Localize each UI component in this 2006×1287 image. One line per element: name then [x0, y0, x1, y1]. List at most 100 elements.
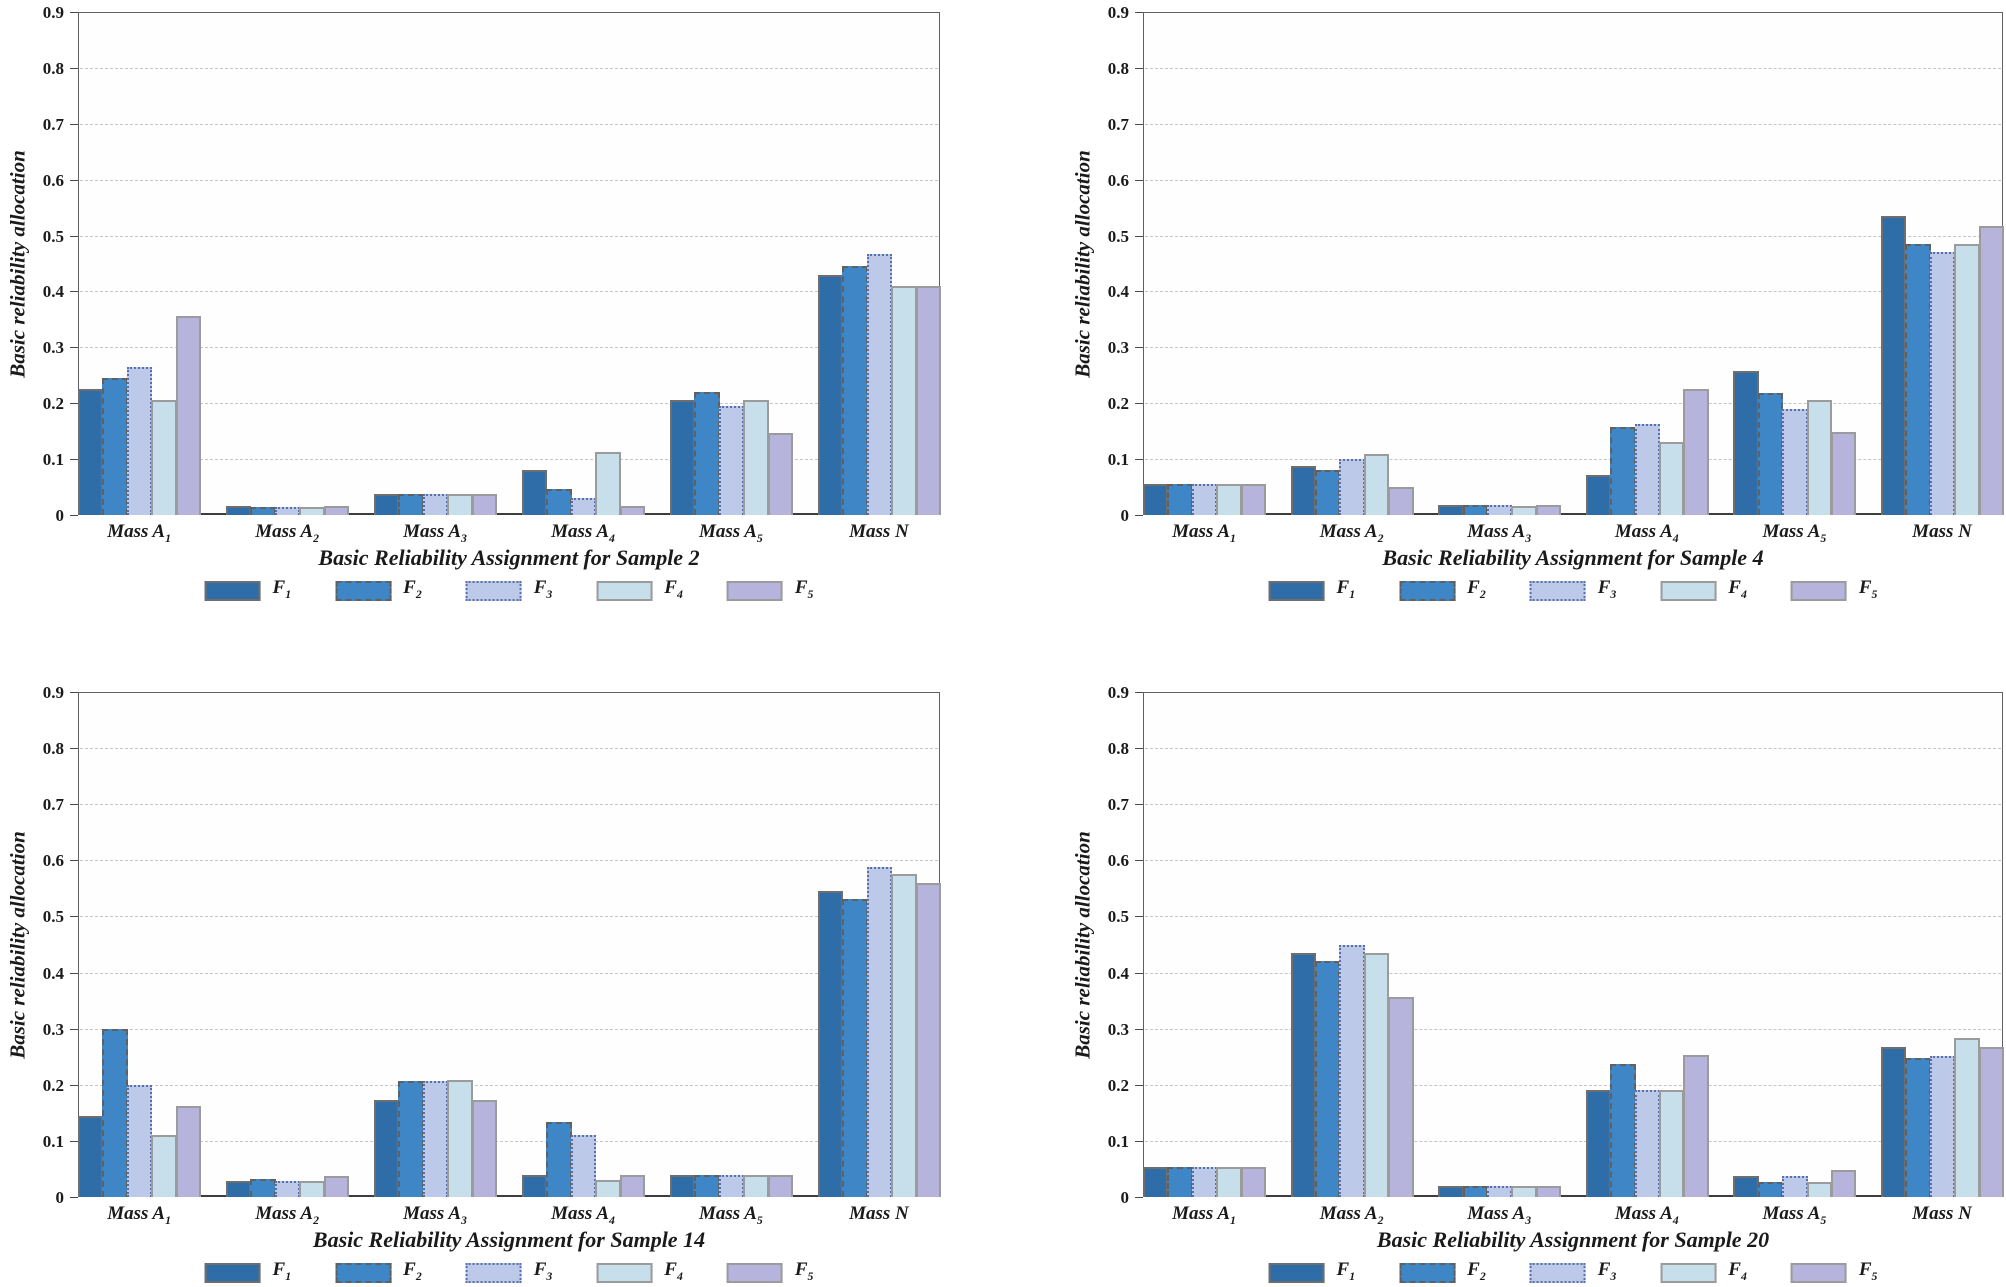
- x-category-label: Mass A1: [1172, 521, 1236, 545]
- gridline: [80, 235, 938, 237]
- legend-label-f4: F4: [1728, 1259, 1747, 1283]
- x-category-label: Mass N: [1912, 521, 1972, 542]
- gridline: [1145, 804, 2001, 806]
- bar-f5-4: [619, 506, 646, 515]
- legend-item-f4: F4: [1660, 578, 1747, 605]
- bar-f5-6: [1978, 226, 2004, 515]
- y-tick-mark: [1135, 123, 1143, 125]
- x-category-label: Mass A4: [551, 1203, 615, 1227]
- bar-f5-3: [1535, 504, 1562, 515]
- y-tick-mark: [70, 67, 78, 69]
- gridline: [1145, 347, 2001, 349]
- x-category-label: Mass A2: [255, 1203, 319, 1227]
- bar-f2-4: [546, 1122, 572, 1197]
- bar-f1-2: [1290, 465, 1316, 515]
- y-tick-label: 0.7: [1107, 795, 1129, 815]
- y-tick-mark: [1135, 459, 1143, 461]
- legend-swatch-f4: [596, 1263, 653, 1284]
- bar-f3-3: [1487, 1185, 1513, 1197]
- gridline: [1145, 459, 2001, 461]
- y-tick-mark: [70, 1084, 78, 1086]
- y-tick-label: 0.9: [1107, 3, 1129, 22]
- gridline: [1145, 179, 2001, 181]
- x-category-label: Mass N: [1912, 1203, 1972, 1224]
- bar-f1-6: [817, 274, 844, 515]
- bar-f3-1: [1191, 484, 1218, 515]
- y-tick-mark: [70, 860, 78, 862]
- y-tick-label: 0.4: [42, 963, 64, 983]
- bar-f4-3: [447, 1080, 473, 1197]
- gridline: [1145, 748, 2001, 750]
- bar-f2-4: [546, 488, 572, 515]
- bar-f1-2: [225, 1181, 252, 1197]
- legend-swatch-f3: [465, 581, 522, 602]
- legend-label-f2: F2: [403, 1259, 422, 1283]
- x-category-label: Mass A2: [1319, 521, 1384, 545]
- y-tick-mark: [1135, 179, 1143, 181]
- y-tick-label: 0.9: [42, 683, 64, 702]
- legend-swatch-f1: [204, 581, 261, 602]
- bar-f5-3: [471, 493, 498, 515]
- bar-f1-4: [521, 470, 548, 515]
- bar-f1-5: [669, 1174, 696, 1197]
- y-tick-mark: [70, 916, 78, 918]
- legend-item-f5: F5: [726, 578, 813, 605]
- gridline: [80, 179, 938, 181]
- y-tick-label: 0.7: [42, 795, 64, 815]
- legend-item-f3: F3: [465, 1260, 552, 1287]
- bar-f3-4: [570, 1135, 597, 1197]
- y-tick-mark: [1135, 67, 1143, 69]
- bar-f4-4: [595, 452, 621, 515]
- bar-f2-3: [398, 1080, 424, 1197]
- bar-f4-1: [151, 1135, 177, 1197]
- legend-label-f1: F1: [1336, 1259, 1356, 1283]
- bar-f4-5: [1806, 400, 1832, 515]
- bar-f5-6: [915, 882, 941, 1197]
- y-tick-mark: [1135, 1028, 1143, 1030]
- bar-f2-1: [102, 1028, 128, 1197]
- y-tick-mark: [1135, 1197, 1143, 1198]
- bar-f2-6: [842, 898, 868, 1197]
- gridline: [1145, 1028, 2001, 1030]
- x-category-label: Mass A3: [403, 1203, 467, 1227]
- bar-f5-4: [619, 1174, 646, 1197]
- chart-title: Basic Reliability Assignment for Sample …: [1382, 545, 1764, 570]
- bar-f4-1: [1216, 483, 1242, 515]
- bar-f5-5: [767, 1174, 794, 1197]
- bar-f5-4: [1683, 389, 1709, 516]
- legend-item-f1: F1: [204, 1260, 291, 1287]
- gridline: [80, 860, 938, 862]
- bar-f2-5: [1757, 393, 1784, 515]
- bar-f1-6: [1881, 1047, 1907, 1197]
- bar-f4-4: [1659, 1090, 1685, 1197]
- y-tick-label: 0.5: [42, 226, 64, 246]
- y-tick-label: 0.9: [42, 3, 64, 22]
- bar-f1-2: [225, 505, 252, 515]
- plot-area: [1143, 12, 2003, 515]
- y-tick-label: 0.2: [42, 1075, 64, 1095]
- x-category-label: Mass A1: [107, 1203, 171, 1227]
- y-tick-label: 0.2: [1107, 394, 1129, 414]
- bar-f4-5: [743, 400, 769, 515]
- bar-f2-4: [1610, 427, 1636, 515]
- legend-label-f2: F2: [403, 577, 422, 601]
- y-tick-mark: [1135, 403, 1143, 405]
- bar-f4-1: [151, 400, 177, 515]
- bar-f1-2: [1290, 952, 1316, 1197]
- y-tick-mark: [70, 1028, 78, 1030]
- y-tick-label: 0.1: [1107, 1131, 1129, 1151]
- x-category-label: Mass A2: [255, 521, 319, 545]
- bar-f4-2: [1363, 952, 1390, 1197]
- y-tick-mark: [70, 235, 78, 237]
- bar-f3-3: [1487, 504, 1513, 515]
- y-tick-label: 0.5: [1107, 907, 1129, 927]
- legend-swatch-f4: [596, 581, 653, 602]
- legend-swatch-f1: [204, 1263, 261, 1284]
- legend-label-f5: F5: [1858, 1259, 1878, 1283]
- bar-f1-6: [1881, 216, 1907, 515]
- bar-f2-5: [694, 1174, 720, 1197]
- bar-f3-6: [1929, 1055, 1956, 1197]
- legend-label-f3: F3: [533, 577, 553, 601]
- y-tick-label: 0.8: [42, 739, 64, 759]
- chart-title: Basic Reliability Assignment for Sample …: [318, 545, 700, 570]
